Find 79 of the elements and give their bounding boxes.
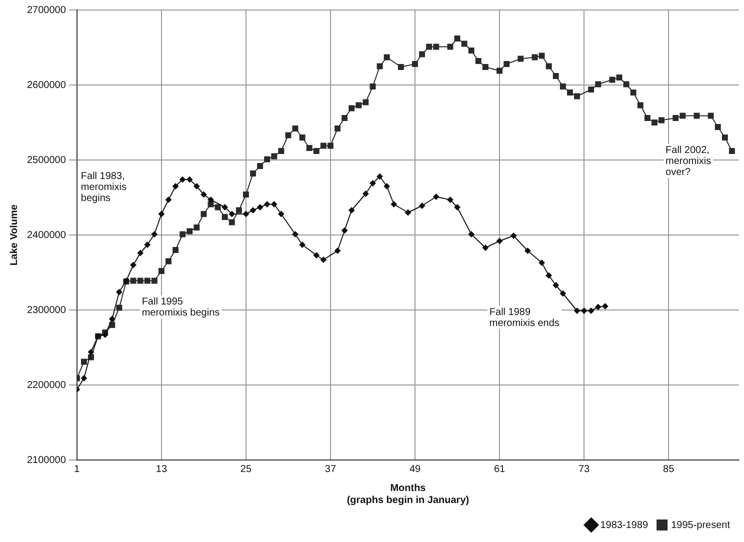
point (242, 211, 249, 217)
point (595, 304, 602, 310)
point (320, 256, 326, 263)
point (342, 228, 348, 234)
point (88, 349, 94, 355)
point (384, 183, 390, 190)
point (376, 174, 383, 180)
point (158, 211, 164, 217)
annotation: Fall 1995 meromixis begins (142, 296, 220, 318)
x-tick-label: 1 (74, 464, 80, 475)
point (419, 202, 426, 209)
point (552, 282, 559, 288)
point (257, 204, 264, 210)
x-tick-label: 49 (409, 464, 422, 475)
point (80, 375, 87, 382)
point (524, 248, 531, 254)
x-tick-label: 73 (578, 464, 590, 475)
y-axis-title: Lake Volume (8, 204, 20, 266)
annotation: Fall 1983, meromixis begins (80, 170, 126, 204)
point (109, 316, 116, 322)
point (390, 201, 397, 208)
point (208, 196, 214, 203)
point (186, 176, 193, 182)
point (292, 231, 298, 238)
x-tick-label: 61 (494, 464, 506, 475)
point (151, 231, 158, 238)
annotation: Fall 2002, meromixis over? (666, 144, 712, 178)
annotation: Fall 1989 meromixis ends (489, 306, 560, 329)
y-tick-label: 2300000 (26, 304, 66, 316)
x-tick-label: 85 (663, 464, 675, 475)
y-tick-label: 2100000 (26, 454, 66, 466)
point (454, 204, 460, 210)
point (194, 183, 200, 190)
point (546, 272, 552, 278)
y-tick-label: 2600000 (26, 80, 66, 91)
x-axis-title: Months (graphs begin in January) (346, 482, 470, 506)
point (172, 183, 179, 190)
point (581, 308, 588, 314)
point (362, 190, 369, 197)
x-tick-label: 13 (156, 464, 168, 475)
point (271, 201, 278, 208)
y-tick-label: 2500000 (26, 154, 66, 166)
point (180, 176, 186, 182)
point (278, 211, 284, 217)
point (538, 260, 545, 266)
point (116, 289, 122, 295)
point (404, 210, 411, 216)
y-tick-label: 2700000 (26, 4, 66, 16)
point (574, 308, 580, 314)
legend-label: 1983-1989 (600, 520, 649, 531)
point (510, 232, 517, 239)
point (130, 262, 136, 268)
point (602, 303, 608, 310)
point (102, 332, 108, 338)
point (144, 242, 150, 248)
point (222, 204, 228, 210)
point (468, 231, 474, 238)
point (264, 201, 270, 208)
point (250, 207, 256, 214)
point (496, 238, 503, 244)
y-tick-label: 2200000 (26, 380, 66, 391)
point (447, 196, 454, 203)
point (433, 194, 440, 200)
point (482, 244, 488, 251)
legend-label: 1995-present (671, 520, 730, 531)
y-tick-label: 2400000 (26, 230, 66, 241)
point (588, 308, 594, 314)
point (370, 180, 376, 186)
point (560, 290, 566, 296)
point (200, 192, 207, 198)
x-tick-label: 37 (324, 464, 336, 475)
point (299, 242, 306, 248)
x-tick-label: 25 (240, 464, 252, 475)
point (313, 252, 320, 258)
point (228, 211, 235, 217)
point (334, 248, 341, 254)
point (348, 207, 355, 214)
point (137, 250, 144, 256)
point (165, 196, 172, 203)
